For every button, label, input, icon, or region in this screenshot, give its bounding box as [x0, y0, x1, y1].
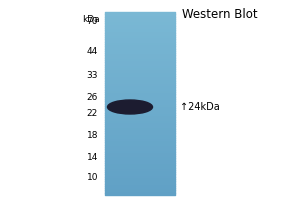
- Text: 33: 33: [86, 71, 98, 79]
- Text: 26: 26: [87, 92, 98, 102]
- Text: 14: 14: [87, 154, 98, 162]
- Text: 70: 70: [86, 18, 98, 26]
- Text: 44: 44: [87, 47, 98, 56]
- Text: 22: 22: [87, 108, 98, 117]
- Text: 18: 18: [86, 130, 98, 140]
- Text: 10: 10: [86, 173, 98, 182]
- Text: ↑24kDa: ↑24kDa: [180, 102, 220, 112]
- Text: kDa: kDa: [82, 15, 100, 24]
- Text: Western Blot: Western Blot: [182, 8, 258, 21]
- Ellipse shape: [107, 100, 152, 114]
